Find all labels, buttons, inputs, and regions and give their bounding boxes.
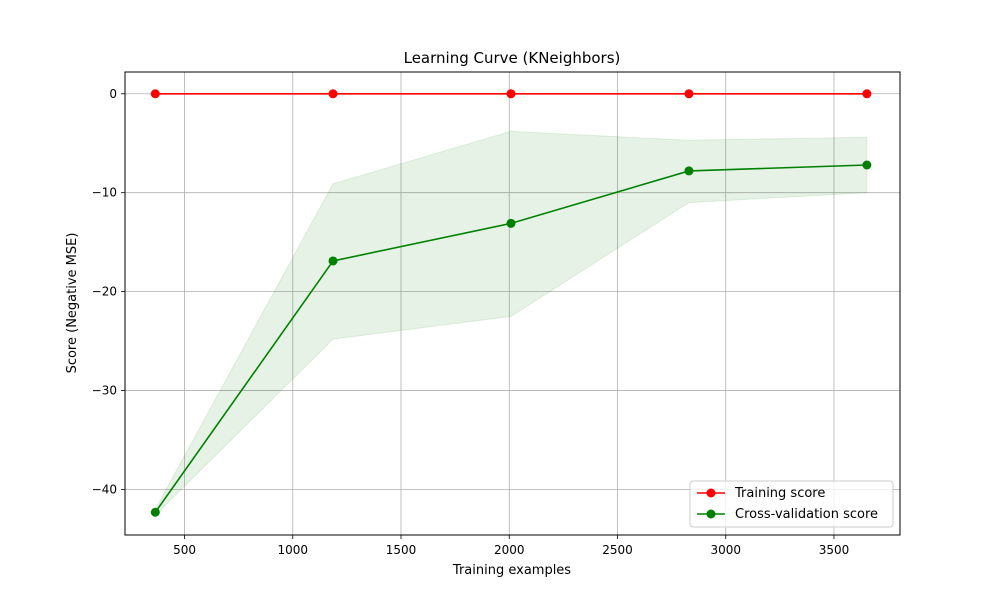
x-tick-label: 1500 [386, 543, 417, 557]
series-0-point [862, 89, 872, 99]
y-tick-label: −30 [92, 384, 117, 398]
chart-title: Learning Curve (KNeighbors) [404, 49, 621, 67]
plot-area-frame [124, 71, 901, 536]
series-lines [150, 89, 872, 517]
series-0-point [506, 89, 516, 99]
series-1-point [506, 218, 516, 228]
legend: Training score Cross-validation score [689, 480, 894, 528]
series-1-point [684, 166, 694, 176]
y-tick-label: −10 [92, 186, 117, 200]
series-0-point [328, 89, 338, 99]
x-tick-label: 2500 [602, 543, 633, 557]
legend-cv-marker [706, 509, 716, 519]
legend-training-label: Training score [734, 486, 825, 501]
y-axis-label: Score (Negative MSE) [65, 233, 80, 374]
legend-cv-label: Cross-validation score [735, 507, 878, 522]
axis-ticks: 500 1000 1500 2000 2500 3000 3500 0 −10 −20 −30 −40 [92, 87, 850, 557]
x-tick-label: 1000 [277, 543, 308, 557]
x-tick-label: 500 [173, 543, 196, 557]
series-1-point [328, 256, 338, 266]
series-0-point [150, 89, 160, 99]
series-1-point [862, 160, 872, 170]
x-tick-label: 2000 [494, 543, 525, 557]
series-1-point [150, 507, 160, 517]
x-axis-label: Training examples [452, 563, 571, 578]
legend-training-marker [706, 488, 716, 498]
y-tick-label: 0 [109, 87, 117, 101]
y-tick-label: −40 [92, 482, 117, 496]
y-tick-label: −20 [92, 285, 117, 299]
series-0-point [684, 89, 694, 99]
legend-box [689, 480, 894, 528]
x-tick-label: 3500 [819, 543, 850, 557]
x-tick-label: 3000 [710, 543, 741, 557]
series-1-confidence-band [154, 130, 868, 517]
